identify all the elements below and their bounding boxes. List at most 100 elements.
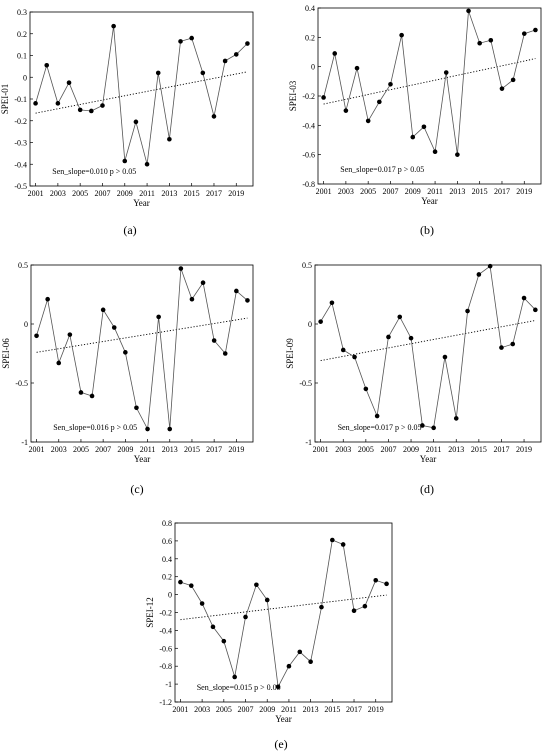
data-point [308, 659, 313, 665]
data-point [155, 70, 161, 76]
panel-label: (d) [420, 482, 434, 496]
x-tick-label: 2011 [427, 187, 443, 196]
x-tick-label: 2003 [194, 705, 210, 714]
data-point [111, 23, 116, 29]
data-point [533, 307, 538, 313]
y-tick-label: -0.3 [14, 139, 27, 148]
x-tick-label: 2019 [516, 187, 532, 196]
data-point [133, 119, 139, 125]
y-tick-label: 0.2 [17, 30, 27, 39]
x-tick-label: 2001 [313, 445, 329, 454]
y-tick-label: -0.6 [302, 151, 315, 160]
x-tick-label: 2003 [335, 445, 351, 454]
data-point [89, 393, 95, 399]
y-tick-label: 0 [24, 320, 28, 329]
y-axis-label: SPEI-03 [288, 80, 298, 111]
plot-frame [314, 264, 542, 443]
data-point [466, 8, 471, 14]
data-point [100, 103, 105, 108]
data-point [200, 70, 206, 76]
chart-panel-3: -1 -0.5 0 0.5 2001 2003 2005 2007 2009 2011 2013 20… [1, 261, 254, 496]
data-point [178, 39, 183, 44]
data-point [123, 350, 128, 355]
x-tick-label: 2017 [346, 705, 362, 714]
x-axis-label: Year [134, 454, 151, 464]
data-point [510, 341, 516, 347]
series-line [180, 539, 387, 689]
data-point [431, 425, 436, 431]
x-tick-label: 2009 [259, 705, 275, 714]
data-point [420, 423, 425, 428]
x-tick-label: 2005 [72, 189, 88, 198]
y-tick-label: 0 [308, 320, 312, 329]
data-point [77, 107, 83, 113]
data-point [455, 152, 460, 157]
x-tick-label: 2007 [95, 445, 111, 454]
data-point [111, 325, 117, 330]
data-point [233, 52, 239, 57]
data-point [329, 300, 335, 306]
data-point [533, 27, 538, 33]
data-point [386, 334, 391, 340]
x-tick-label: 2017 [493, 445, 509, 454]
data-point [488, 37, 494, 43]
data-point [499, 86, 505, 91]
data-point [408, 335, 414, 341]
data-point [221, 638, 227, 644]
data-point [56, 360, 62, 366]
y-axis-label: SPEI-12 [145, 597, 155, 628]
data-point [44, 62, 50, 68]
y-tick-label: -0.5 [299, 379, 312, 388]
x-tick-label: 2015 [184, 445, 200, 454]
y-tick-label: -1 [305, 438, 312, 447]
y-tick-label: 0.2 [162, 573, 172, 582]
y-tick-label: -1.2 [159, 698, 172, 707]
data-point [243, 614, 248, 620]
data-point [332, 51, 338, 56]
x-tick-label: 2011 [426, 445, 442, 454]
y-tick-label: -0.4 [14, 160, 27, 169]
data-point [222, 351, 228, 356]
x-tick-label: 2013 [161, 189, 177, 198]
y-tick-label: -0.8 [159, 662, 172, 671]
data-point [245, 41, 250, 46]
y-tick-label: -0.4 [302, 121, 315, 130]
y-tick-label: 0.4 [162, 555, 172, 564]
y-tick-label: -0.8 [302, 180, 315, 189]
x-tick-label: 2007 [94, 189, 110, 198]
x-tick-label: 2015 [471, 445, 487, 454]
y-tick-label: -0.4 [159, 626, 172, 635]
x-tick-label: 2009 [117, 445, 133, 454]
data-point [487, 263, 493, 269]
chart-panel-5: -1.2 -1 -0.8 -0.6 -0.4 -0.2 0 0.2 0.4 0.6 0.8 2001 2… [145, 519, 393, 751]
data-point [167, 136, 172, 142]
chart-panel-2: -0.8 -0.6 -0.4 -0.2 0 0.2 0.4 2001 2003 2005 2007 2… [288, 4, 542, 237]
x-tick-label: 2001 [316, 187, 332, 196]
x-tick-label: 2015 [324, 705, 340, 714]
y-tick-label: 0.3 [17, 8, 27, 17]
data-point [442, 354, 448, 360]
x-tick-label: 2005 [360, 187, 376, 196]
sen-slope-annotation: Sen_slope=0.017 p > 0.05 [340, 165, 424, 174]
x-tick-label: 2015 [472, 187, 488, 196]
y-tick-label: 0.8 [162, 519, 172, 528]
x-tick-label: 2001 [29, 445, 45, 454]
data-point [199, 601, 205, 606]
x-axis-label: Year [420, 454, 437, 464]
series-line [323, 10, 536, 155]
sen-slope-annotation: Sen_slope=0.017 p > 0.05 [338, 423, 422, 432]
y-axis-label: SPEI-01 [0, 84, 10, 115]
sen-slope-annotation: Sen_slope=0.010 p > 0.05 [52, 167, 136, 176]
data-point [362, 603, 368, 609]
y-tick-label: 0.2 [305, 33, 315, 42]
y-tick-label: 0.1 [17, 52, 27, 61]
series-line [36, 268, 248, 431]
x-tick-label: 2017 [206, 189, 222, 198]
y-tick-label: -1 [21, 438, 28, 447]
x-tick-label: 2013 [448, 445, 464, 454]
x-tick-label: 2009 [117, 189, 133, 198]
data-point [352, 354, 357, 360]
data-point [33, 101, 38, 106]
plot-frame [30, 264, 254, 443]
data-point [297, 649, 303, 655]
